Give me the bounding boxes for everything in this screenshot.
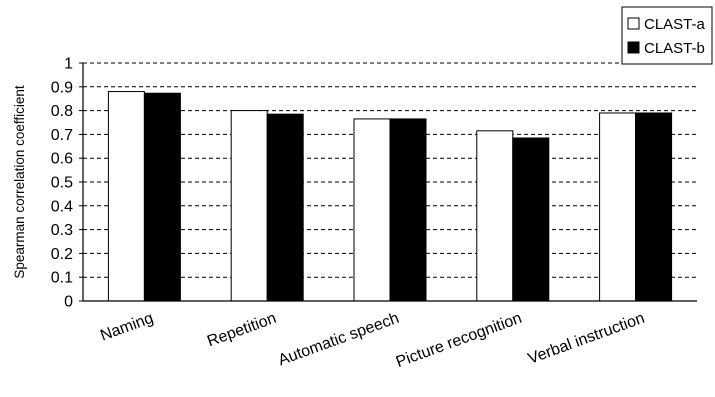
y-tick-label: 0.3 bbox=[51, 222, 73, 239]
bar-clast-b-verbal-instruction bbox=[635, 112, 673, 302]
bar-clast-a-picture-recognition bbox=[476, 130, 514, 302]
legend-label-clast-b: CLAST-b bbox=[644, 40, 705, 57]
y-tick-label: 0.6 bbox=[51, 151, 73, 168]
y-tick-label: 1 bbox=[64, 56, 73, 73]
y-tick-label: 0 bbox=[64, 294, 73, 311]
legend: CLAST-a CLAST-b bbox=[621, 6, 713, 65]
x-category-label: Picture recognition bbox=[394, 310, 524, 371]
y-tick-labels: 0 0.1 0.2 0.3 0.4 0.5 0.6 0.7 0.8 0.9 1 bbox=[51, 56, 83, 311]
bars bbox=[107, 91, 673, 302]
legend-box bbox=[621, 6, 713, 65]
bar-clast-b-automatic-speech bbox=[389, 118, 427, 302]
y-tick-label: 0.9 bbox=[51, 79, 73, 96]
y-axis-title: Spearman correlation coefficient bbox=[12, 85, 27, 279]
bar-clast-a-naming bbox=[107, 91, 145, 302]
bar-clast-a-repetition bbox=[230, 110, 268, 302]
bar-clast-a-verbal-instruction bbox=[599, 112, 637, 302]
bar-clast-b-picture-recognition bbox=[512, 137, 550, 302]
x-category-label: Naming bbox=[98, 310, 156, 345]
y-tick-label: 0.5 bbox=[51, 175, 73, 192]
y-tick-label: 0.4 bbox=[51, 198, 73, 215]
bar-clast-a-automatic-speech bbox=[353, 118, 391, 302]
y-tick-label: 0.7 bbox=[51, 127, 73, 144]
x-category-label: Automatic speech bbox=[276, 310, 401, 369]
legend-swatch-clast-b bbox=[627, 41, 640, 54]
y-tick-label: 0.1 bbox=[51, 270, 73, 287]
bar-clast-b-naming bbox=[143, 92, 181, 302]
legend-swatch-clast-a bbox=[627, 17, 640, 30]
legend-label-clast-a: CLAST-a bbox=[644, 16, 706, 33]
x-category-label: Repetition bbox=[205, 310, 279, 351]
x-category-label: Verbal instruction bbox=[526, 310, 647, 368]
gridlines bbox=[83, 62, 697, 278]
y-tick-label: 0.2 bbox=[51, 246, 73, 263]
y-tick-label: 0.8 bbox=[51, 103, 73, 120]
bar-clast-b-repetition bbox=[266, 113, 304, 302]
